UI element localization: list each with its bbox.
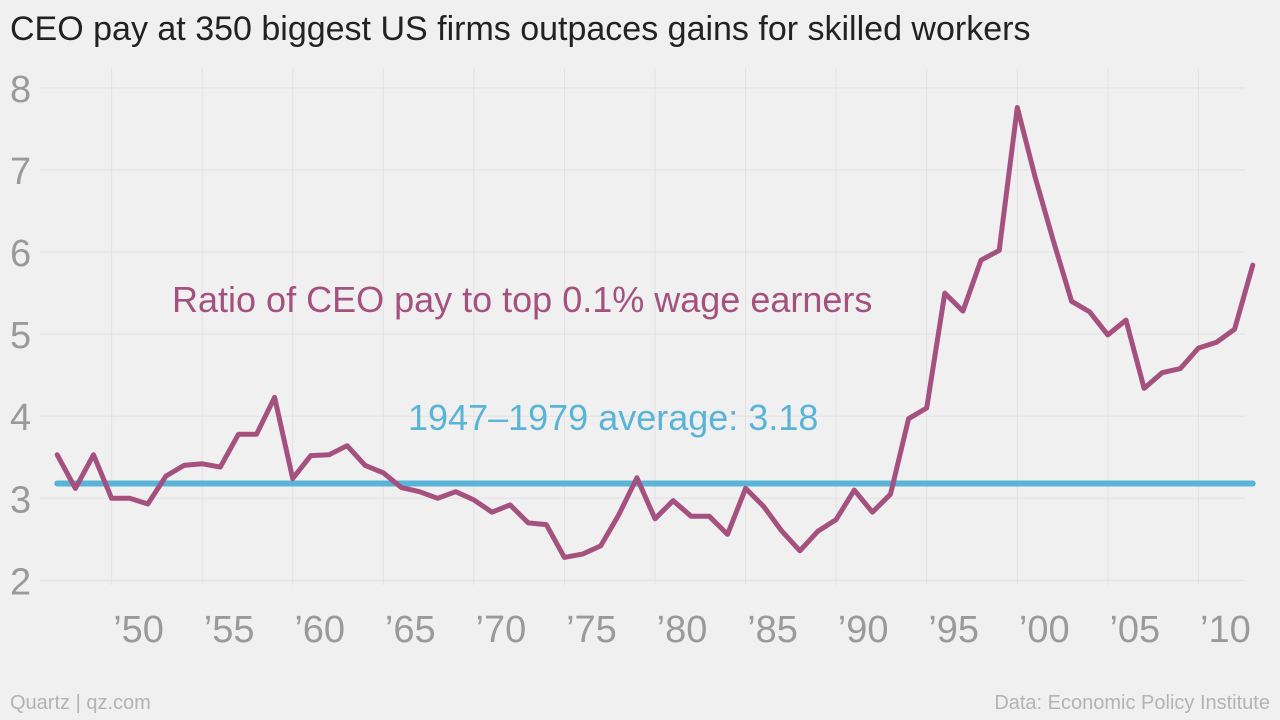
x-tick-label: ’05 — [1109, 609, 1160, 651]
x-axis-tick-labels: ’50 ’55 ’60 ’65 ’70 ’75 ’80 ’85 ’90 ’95 ’00 ’05 ’10 — [113, 609, 1251, 651]
y-axis-tick-labels: 2 3 4 5 6 7 8 — [10, 69, 31, 604]
chart-title: CEO pay at 350 biggest US firms outpaces… — [10, 10, 1031, 48]
x-tick-label: ’95 — [928, 609, 979, 651]
x-tick-label: ’60 — [294, 609, 345, 651]
footer-source-brand: Quartz | qz.com — [10, 692, 151, 714]
series-lines — [54, 105, 1256, 560]
horizontal-gridlines — [40, 87, 1245, 581]
y-tick-label: 6 — [10, 233, 31, 275]
x-tick-label: ’00 — [1019, 609, 1070, 651]
x-tick-label: ’75 — [566, 609, 617, 651]
x-tick-label: ’65 — [385, 609, 436, 651]
x-tick-label: ’85 — [747, 609, 798, 651]
vertical-gridlines — [111, 68, 1199, 585]
x-tick-label: ’70 — [476, 609, 527, 651]
y-tick-label: 2 — [10, 561, 31, 603]
y-tick-label: 4 — [10, 397, 31, 439]
series-line-ceo-ratio — [54, 105, 1256, 560]
y-tick-label: 7 — [10, 151, 31, 193]
x-tick-label: ’10 — [1200, 609, 1251, 651]
x-tick-label: ’55 — [204, 609, 255, 651]
series-label-ceo-ratio: Ratio of CEO pay to top 0.1% wage earner… — [172, 279, 872, 320]
y-tick-label: 5 — [10, 315, 31, 357]
x-tick-label: ’80 — [657, 609, 708, 651]
series-label-average: 1947–1979 average: 3.18 — [408, 397, 818, 438]
y-tick-label: 3 — [10, 479, 31, 521]
y-tick-label: 8 — [10, 69, 31, 111]
x-tick-label: ’90 — [838, 609, 889, 651]
footer-data-source: Data: Economic Policy Institute — [994, 692, 1270, 714]
x-tick-label: ’50 — [113, 609, 164, 651]
